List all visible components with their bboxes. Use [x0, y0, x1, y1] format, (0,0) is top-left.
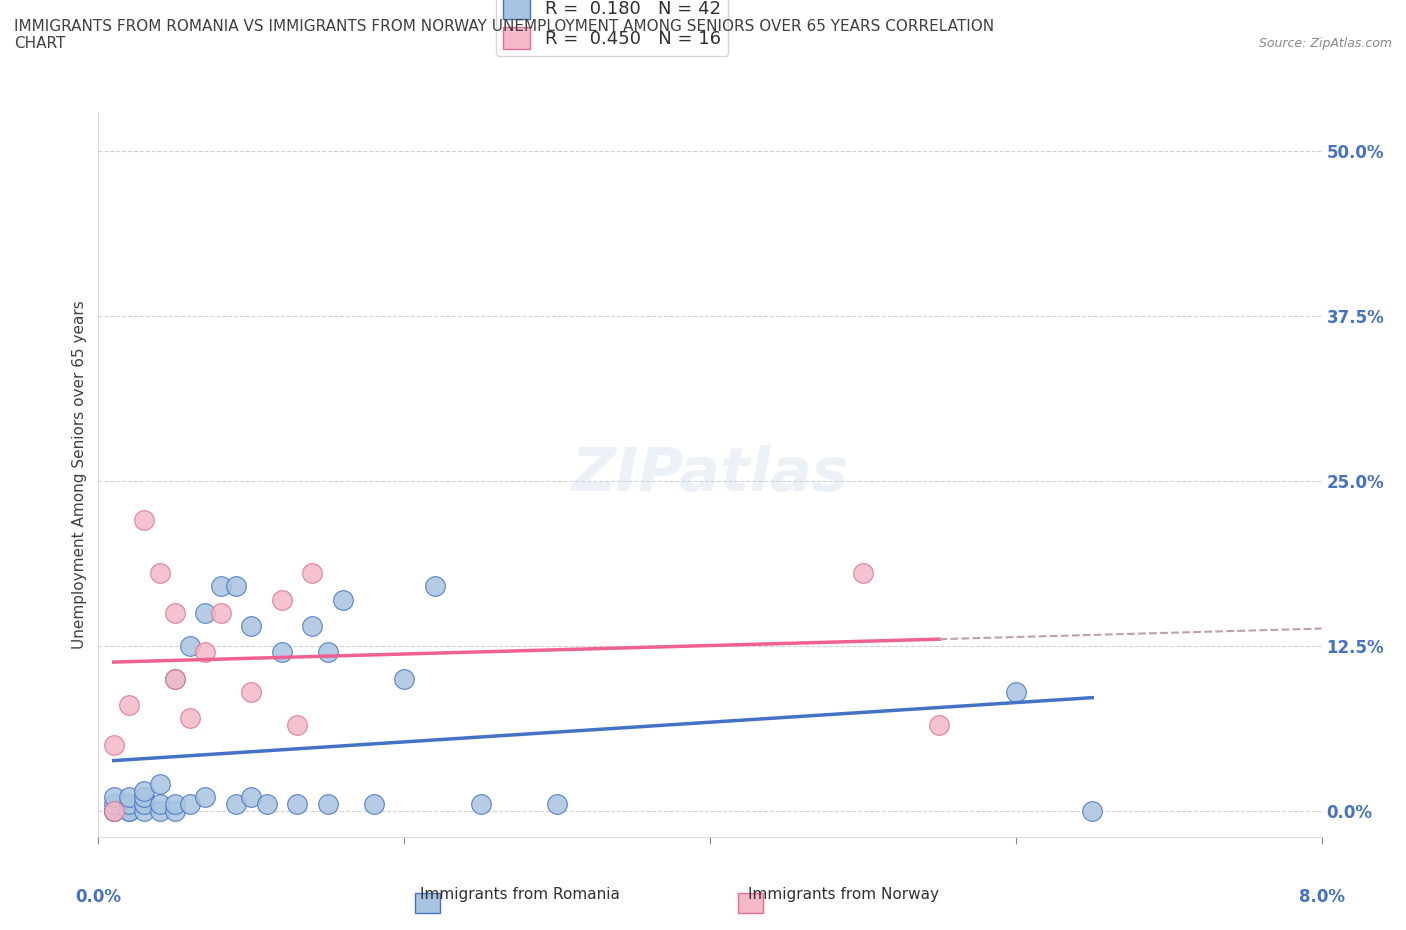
Point	[163, 605, 186, 620]
Point	[270, 644, 294, 659]
Point	[301, 565, 323, 580]
Point	[363, 797, 385, 812]
Point	[149, 797, 172, 812]
Point	[149, 565, 172, 580]
Point	[392, 671, 416, 686]
Point	[928, 717, 950, 732]
Point	[118, 797, 141, 812]
Point	[301, 618, 323, 633]
Point	[103, 804, 125, 818]
Point	[134, 797, 156, 812]
Point	[118, 698, 141, 712]
Point	[194, 605, 217, 620]
Point	[163, 797, 186, 812]
Point	[1004, 684, 1026, 699]
Point	[285, 797, 308, 812]
Point	[103, 797, 125, 812]
Point	[163, 804, 186, 818]
Point	[103, 737, 125, 752]
Text: 8.0%: 8.0%	[1299, 888, 1344, 906]
Point	[285, 717, 308, 732]
Point	[118, 804, 141, 818]
Text: Immigrants from Norway: Immigrants from Norway	[748, 887, 939, 902]
Point	[316, 644, 339, 659]
Point	[134, 513, 156, 528]
Point	[332, 592, 354, 607]
Point	[179, 711, 201, 725]
Text: 0.0%: 0.0%	[76, 888, 121, 906]
Point	[194, 790, 217, 804]
Point	[316, 797, 339, 812]
Point	[163, 671, 186, 686]
Point	[134, 804, 156, 818]
Text: Source: ZipAtlas.com: Source: ZipAtlas.com	[1258, 37, 1392, 50]
Point	[240, 684, 263, 699]
Text: Immigrants from Romania: Immigrants from Romania	[420, 887, 620, 902]
Legend: R =  0.180   N = 42, R =  0.450   N = 16: R = 0.180 N = 42, R = 0.450 N = 16	[496, 0, 728, 56]
Point	[240, 790, 263, 804]
Point	[163, 671, 186, 686]
Point	[423, 579, 446, 594]
Text: ZIPatlas: ZIPatlas	[571, 445, 849, 504]
Point	[270, 592, 294, 607]
Point	[118, 790, 141, 804]
Point	[118, 804, 141, 818]
Point	[1081, 804, 1104, 818]
Point	[103, 804, 125, 818]
Point	[256, 797, 278, 812]
Point	[103, 804, 125, 818]
Point	[470, 797, 492, 812]
Point	[134, 790, 156, 804]
Point	[209, 579, 232, 594]
Point	[225, 579, 247, 594]
Text: IMMIGRANTS FROM ROMANIA VS IMMIGRANTS FROM NORWAY UNEMPLOYMENT AMONG SENIORS OVE: IMMIGRANTS FROM ROMANIA VS IMMIGRANTS FR…	[14, 19, 994, 51]
Point	[209, 605, 232, 620]
Point	[103, 804, 125, 818]
Point	[194, 644, 217, 659]
Point	[179, 797, 201, 812]
Point	[225, 797, 247, 812]
Point	[134, 783, 156, 798]
Y-axis label: Unemployment Among Seniors over 65 years: Unemployment Among Seniors over 65 years	[72, 300, 87, 649]
Point	[103, 790, 125, 804]
Point	[546, 797, 568, 812]
Point	[149, 804, 172, 818]
Point	[852, 565, 875, 580]
Point	[179, 638, 201, 653]
Point	[149, 777, 172, 791]
Point	[240, 618, 263, 633]
